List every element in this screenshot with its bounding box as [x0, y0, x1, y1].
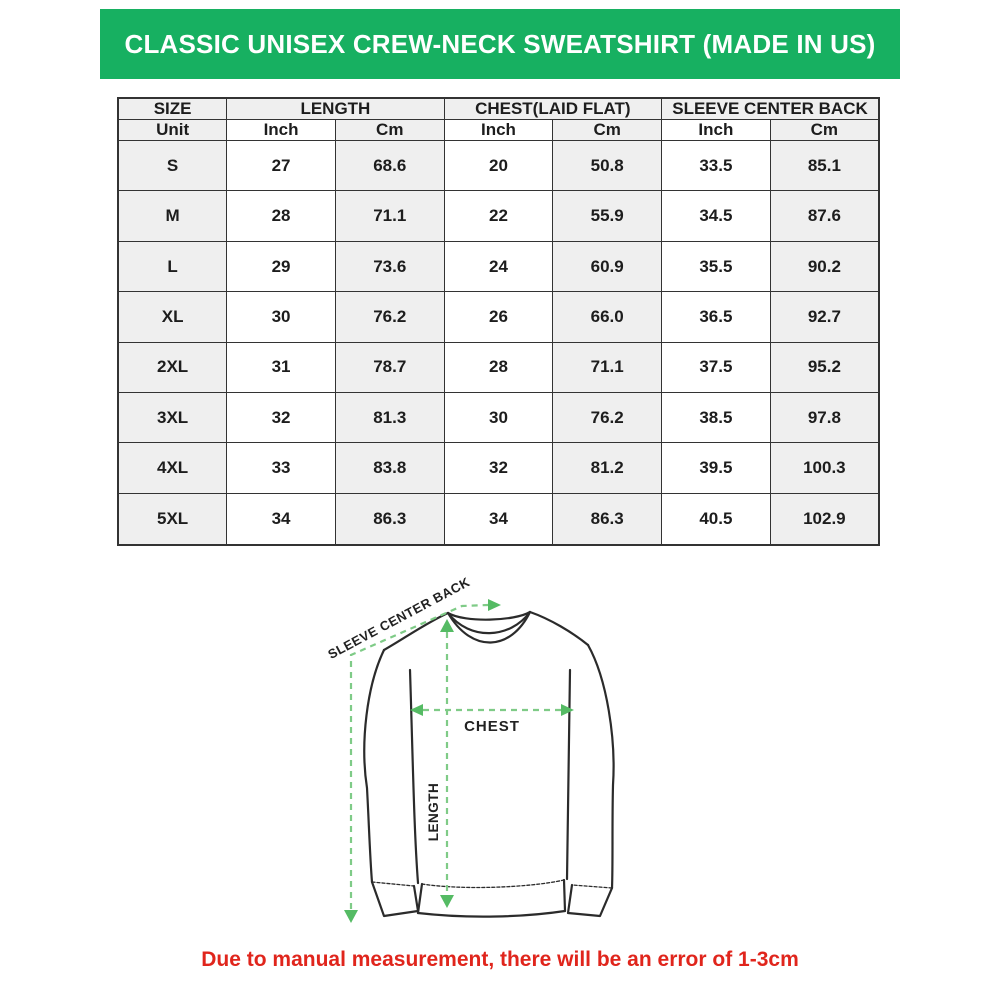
table-row: 5XL 34 86.3 34 86.3 40.5 102.9 — [117, 492, 880, 546]
value-cell: 38.5 — [661, 392, 771, 444]
value-cell: 40.5 — [661, 492, 771, 546]
value-cell: 66.0 — [552, 291, 663, 343]
table-row: L 29 73.6 24 60.9 35.5 90.2 — [117, 240, 880, 293]
measurement-note: Due to manual measurement, there will be… — [201, 948, 799, 971]
value-cell: 39.5 — [661, 442, 771, 494]
value-cell: 102.9 — [769, 492, 880, 546]
page-title: CLASSIC UNISEX CREW-NECK SWEATSHIRT (MAD… — [100, 9, 900, 79]
chest-label: CHEST — [464, 718, 520, 735]
value-cell: 86.3 — [334, 492, 445, 546]
value-cell: 73.6 — [334, 240, 445, 293]
table-row: 3XL 32 81.3 30 76.2 38.5 97.8 — [117, 392, 880, 444]
value-cell: 34 — [443, 492, 554, 546]
size-table: SIZE LENGTH CHEST(LAID FLAT) SLEEVE CENT… — [117, 97, 880, 546]
unit-cell-inch: Inch — [226, 119, 336, 141]
value-cell: 35.5 — [661, 240, 771, 293]
value-cell: 34 — [226, 492, 336, 546]
group-header-row: SIZE LENGTH CHEST(LAID FLAT) SLEEVE CENT… — [117, 97, 880, 120]
col-header-size: SIZE — [117, 97, 228, 120]
value-cell: 81.2 — [552, 442, 663, 494]
value-cell: 36.5 — [661, 291, 771, 343]
unit-cell: Unit — [117, 119, 228, 141]
table-row: 4XL 33 83.8 32 81.2 39.5 100.3 — [117, 442, 880, 494]
unit-cell-inch: Inch — [661, 119, 771, 141]
value-cell: 71.1 — [552, 341, 663, 394]
value-cell: 78.7 — [334, 341, 445, 394]
value-cell: 30 — [226, 291, 336, 343]
value-cell: 32 — [443, 442, 554, 494]
size-cell: 2XL — [117, 341, 228, 394]
value-cell: 83.8 — [334, 442, 445, 494]
size-cell: XL — [117, 291, 228, 343]
value-cell: 30 — [443, 392, 554, 444]
value-cell: 90.2 — [769, 240, 880, 293]
size-cell: L — [117, 240, 228, 293]
size-cell: 5XL — [117, 492, 228, 546]
value-cell: 28 — [443, 341, 554, 394]
value-cell: 24 — [443, 240, 554, 293]
value-cell: 33.5 — [661, 139, 771, 192]
measurement-arrowheads — [344, 599, 574, 923]
value-cell: 87.6 — [769, 190, 880, 242]
value-cell: 29 — [226, 240, 336, 293]
size-cell: 4XL — [117, 442, 228, 494]
value-cell: 76.2 — [552, 392, 663, 444]
table-row: M 28 71.1 22 55.9 34.5 87.6 — [117, 190, 880, 242]
value-cell: 32 — [226, 392, 336, 444]
table-row: XL 30 76.2 26 66.0 36.5 92.7 — [117, 291, 880, 343]
sleeve-center-back-line — [349, 603, 489, 909]
value-cell: 85.1 — [769, 139, 880, 192]
value-cell: 31 — [226, 341, 336, 394]
value-cell: 60.9 — [552, 240, 663, 293]
value-cell: 68.6 — [334, 139, 445, 192]
unit-header-row: Unit Inch Cm Inch Cm Inch Cm — [117, 119, 880, 141]
size-cell: S — [117, 139, 228, 192]
value-cell: 55.9 — [552, 190, 663, 242]
unit-cell-cm: Cm — [334, 119, 445, 141]
value-cell: 81.3 — [334, 392, 445, 444]
col-header-length: LENGTH — [226, 97, 445, 120]
table-row: 2XL 31 78.7 28 71.1 37.5 95.2 — [117, 341, 880, 394]
value-cell: 22 — [443, 190, 554, 242]
unit-cell-cm: Cm — [552, 119, 663, 141]
value-cell: 100.3 — [769, 442, 880, 494]
value-cell: 20 — [443, 139, 554, 192]
value-cell: 26 — [443, 291, 554, 343]
measurement-lines — [349, 603, 561, 909]
unit-cell-inch: Inch — [443, 119, 554, 141]
value-cell: 97.8 — [769, 392, 880, 444]
value-cell: 28 — [226, 190, 336, 242]
value-cell: 50.8 — [552, 139, 663, 192]
value-cell: 71.1 — [334, 190, 445, 242]
value-cell: 95.2 — [769, 341, 880, 394]
sweatshirt-outline — [363, 610, 615, 918]
unit-cell-cm: Cm — [769, 119, 880, 141]
value-cell: 37.5 — [661, 341, 771, 394]
table-row: S 27 68.6 20 50.8 33.5 85.1 — [117, 139, 880, 192]
length-label: LENGTH — [426, 783, 441, 842]
size-cell: 3XL — [117, 392, 228, 444]
value-cell: 86.3 — [552, 492, 663, 546]
value-cell: 92.7 — [769, 291, 880, 343]
value-cell: 33 — [226, 442, 336, 494]
col-header-sleeve: SLEEVE CENTER BACK — [661, 97, 880, 120]
sweatshirt-measurement-diagram: SLEEVE CENTER BACK CHEST LENGTH — [325, 575, 615, 923]
col-header-chest: CHEST(LAID FLAT) — [443, 97, 663, 120]
value-cell: 76.2 — [334, 291, 445, 343]
size-cell: M — [117, 190, 228, 242]
value-cell: 34.5 — [661, 190, 771, 242]
value-cell: 27 — [226, 139, 336, 192]
